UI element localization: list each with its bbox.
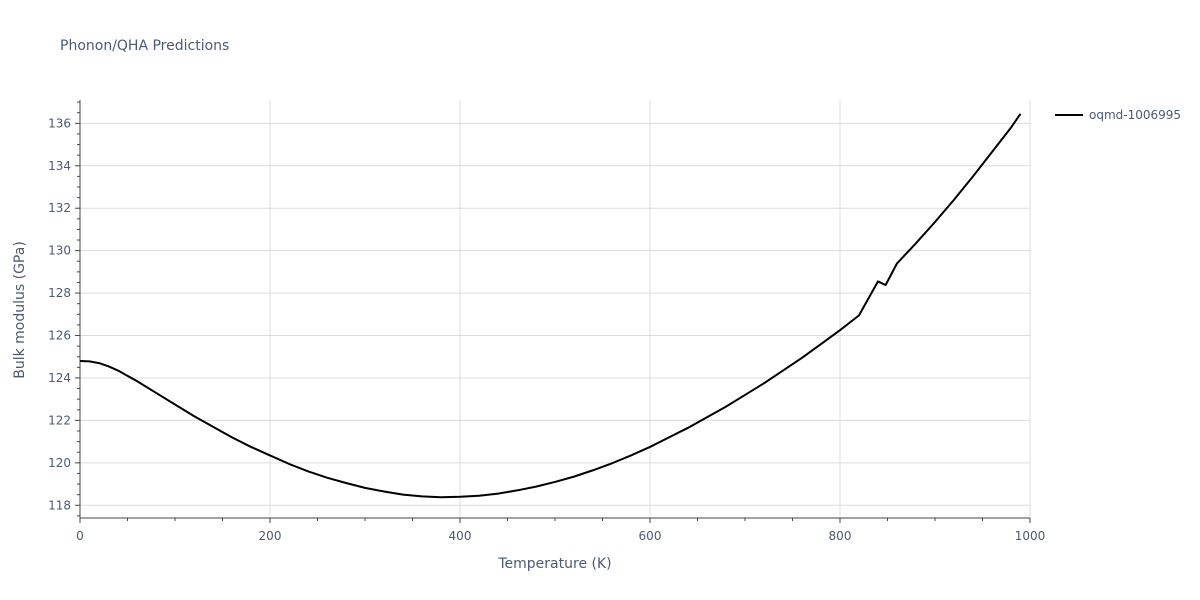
y-tick-label: 128 xyxy=(48,286,71,300)
y-tick-label: 122 xyxy=(48,413,71,427)
x-tick-label: 200 xyxy=(259,529,282,543)
y-axis-ticks: 118 120 122 124 126 128 130 132 134 136 xyxy=(48,101,80,517)
chart-title: Phonon/QHA Predictions xyxy=(60,38,229,54)
axes xyxy=(79,100,1030,519)
x-tick-label: 1000 xyxy=(1015,529,1046,543)
y-tick-label: 118 xyxy=(48,498,71,512)
y-tick-label: 136 xyxy=(48,116,71,130)
x-tick-label: 800 xyxy=(829,529,852,543)
x-tick-label: 400 xyxy=(449,529,472,543)
x-tick-label: 600 xyxy=(639,529,662,543)
series-layer xyxy=(79,113,1022,499)
series-line-oqmd-1006995 xyxy=(79,113,1022,499)
y-tick-label: 120 xyxy=(48,456,71,470)
y-tick-label: 130 xyxy=(48,244,71,258)
gridlines xyxy=(80,100,1031,518)
legend-label: oqmd-1006995 xyxy=(1089,108,1181,122)
x-tick-label: 0 xyxy=(76,529,84,543)
legend[interactable]: oqmd-1006995 xyxy=(1055,108,1181,122)
y-tick-label: 124 xyxy=(48,371,71,385)
y-tick-label: 126 xyxy=(48,329,71,343)
x-axis-title: Temperature (K) xyxy=(497,556,611,572)
x-axis-ticks: 0 200 400 600 800 1000 xyxy=(76,518,1045,543)
y-tick-label: 134 xyxy=(48,159,71,173)
y-axis-title: Bulk modulus (GPa) xyxy=(12,241,28,379)
y-tick-label: 132 xyxy=(48,201,71,215)
